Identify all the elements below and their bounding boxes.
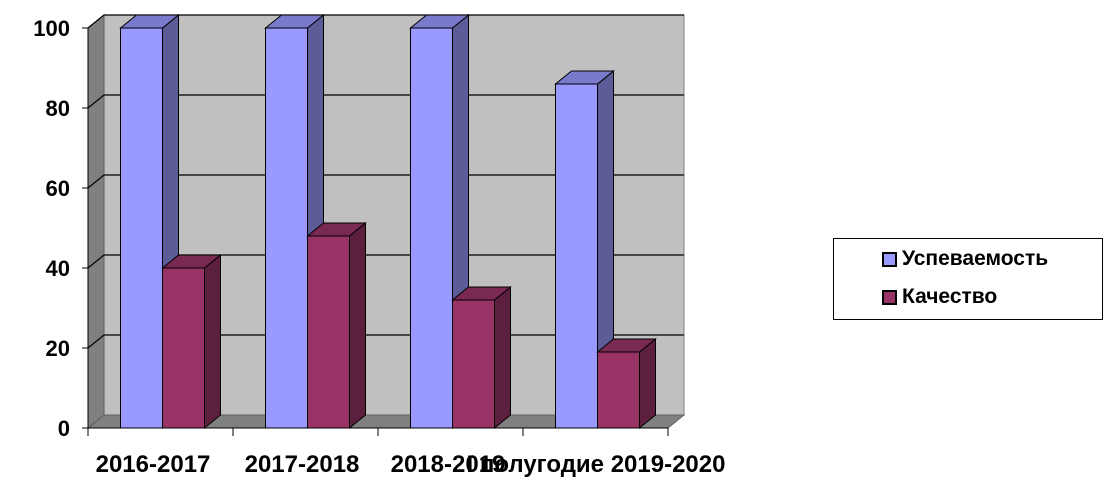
legend: Успеваемость Качество [833,238,1103,320]
y-tick-label: 60 [46,176,70,201]
bar-front [265,27,308,429]
gridline-side [87,94,105,109]
y-axis-tick-labels: 0 20 40 60 80 100 [33,16,70,441]
bar-0-3 [554,69,615,430]
bar-1-0 [161,253,222,430]
bar-1-1 [306,221,367,430]
bar-front [452,299,495,429]
bar-front [307,235,350,429]
x-category-label: 2018-2019 [391,451,506,478]
bar-side [494,285,511,430]
x-category-label: 2016-2017 [96,451,211,478]
legend-swatch-kachestvo [882,289,897,305]
legend-item-uspevaemost: Успеваемость [882,247,1048,271]
legend-label-kachestvo: Качество [902,285,998,308]
bar-front [120,27,163,429]
bar-1-3 [596,337,657,430]
gridline-side [87,334,105,349]
y-tick-label: 0 [58,416,70,441]
bar-front [410,27,453,429]
bar-front [162,267,205,429]
y-tick-label: 100 [33,16,70,41]
bar-side [349,221,366,430]
x-category-label: 2017-2018 [245,451,360,478]
bars [119,13,657,430]
bar-1-2 [451,285,512,430]
bar-side [204,253,221,430]
x-category-label: I полугодие 2019-2020 [467,451,726,478]
legend-label-uspevaemost: Успеваемость [902,247,1049,270]
bar-side [639,337,656,430]
y-tick-label: 40 [46,256,70,281]
gridline-side [87,14,105,29]
y-tick-label: 80 [46,96,70,121]
y-tick-label: 20 [46,336,70,361]
bar-front [597,351,640,429]
gridline-side [87,254,105,269]
side-wall [87,13,105,430]
legend-swatch-uspevaemost [882,251,897,267]
legend-item-kachestvo: Качество [882,285,997,309]
gridline-side [87,174,105,189]
bar-front [555,83,598,429]
